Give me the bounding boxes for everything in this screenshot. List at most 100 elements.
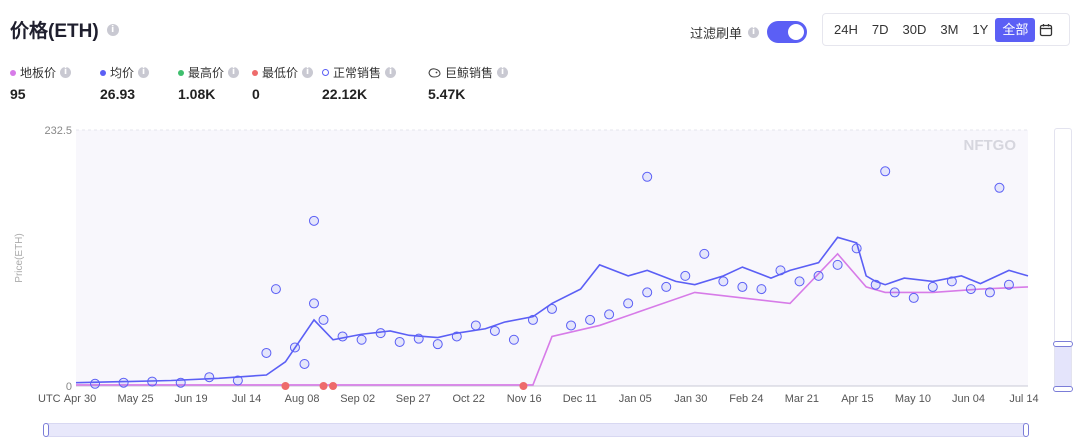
- sale-point: [547, 303, 557, 314]
- sale-point: [756, 284, 767, 295]
- sale-point: [566, 320, 577, 331]
- sale-point: [642, 287, 653, 298]
- stat-4: 正常销售 i 22.12K: [322, 64, 397, 102]
- stat-label: 均价: [110, 66, 135, 80]
- stat-5: 巨鲸销售 i 5.47K: [428, 64, 509, 102]
- calendar-icon[interactable]: [1039, 23, 1053, 37]
- sale-point: [261, 347, 272, 358]
- legend-dot-icon: [100, 69, 106, 76]
- info-icon[interactable]: i: [385, 67, 397, 78]
- x-zoom-handle-left[interactable]: [43, 423, 49, 437]
- filter-toggle[interactable]: [767, 21, 808, 43]
- stat-value: 22.12K: [322, 86, 368, 102]
- info-icon[interactable]: i: [497, 67, 509, 78]
- sale-point: [318, 314, 329, 325]
- min-price-point: [319, 382, 328, 390]
- x-tick-label: Oct 22: [453, 393, 485, 405]
- stat-label: 巨鲸销售: [445, 66, 494, 80]
- x-tick-label: Feb 24: [729, 393, 763, 405]
- sale-point: [946, 276, 957, 287]
- sale-point: [994, 182, 1005, 193]
- sale-point: [375, 328, 386, 339]
- sale-point: [737, 281, 748, 292]
- x-tick-label: Mar 21: [785, 393, 819, 405]
- range-2-button[interactable]: 30D: [902, 21, 927, 37]
- series-line-floor: [76, 252, 1029, 386]
- x-tick-label: Sep 02: [340, 393, 375, 405]
- plot-area: [76, 130, 1028, 386]
- info-icon[interactable]: i: [60, 67, 72, 78]
- y-zoom-scrollbar[interactable]: [1053, 128, 1073, 392]
- stat-value: 95: [10, 86, 26, 102]
- sale-point: [299, 358, 310, 369]
- stat-label: 正常销售: [333, 66, 382, 80]
- y-zoom-handle-top[interactable]: [1053, 341, 1073, 347]
- x-tick-label: Nov 16: [507, 393, 542, 405]
- series-line-average: [75, 236, 1029, 384]
- sale-point: [356, 334, 367, 345]
- sale-point: [880, 166, 891, 177]
- legend-dot-icon: [178, 69, 184, 76]
- sale-point: [413, 333, 424, 344]
- stat-label: 最高价: [188, 66, 225, 80]
- range-4-button[interactable]: 1Y: [972, 21, 989, 37]
- legend-dot-icon: [10, 69, 16, 76]
- stat-value: 26.93: [100, 86, 136, 102]
- legend-dot-icon: [252, 69, 258, 76]
- watermark: NFTGO: [964, 137, 1017, 154]
- x-zoom-handle-right[interactable]: [1023, 423, 1029, 437]
- sale-point: [289, 342, 300, 353]
- y-zoom-thumb[interactable]: [1055, 345, 1071, 391]
- sale-point: [309, 298, 319, 309]
- sale-point: [699, 248, 710, 259]
- y-tick-label: 232.5: [44, 125, 72, 137]
- info-icon[interactable]: i: [748, 26, 760, 38]
- sale-point: [204, 372, 215, 383]
- x-tick-label: Apr 15: [841, 393, 873, 405]
- sale-point: [813, 270, 824, 281]
- page-title: 价格(ETH) i: [10, 16, 119, 43]
- sale-point: [927, 281, 938, 292]
- stat-2: 最高价 i 1.08K: [178, 64, 240, 102]
- sale-point: [470, 320, 481, 331]
- sale-point: [232, 375, 243, 386]
- sale-point: [775, 265, 786, 276]
- x-tick-label: May 10: [895, 393, 931, 405]
- stat-0: 地板价 i 95: [10, 64, 72, 102]
- sale-point: [680, 270, 691, 281]
- range-0-button[interactable]: 24H: [834, 21, 858, 37]
- y-axis-label: Price(ETH): [14, 233, 25, 282]
- x-tick-label: Jan 05: [619, 393, 652, 405]
- stats-row: 地板价 i 95 均价 i 26.93 最高价 i 1.08K 最低价 i 0 正常销售 i 22.12K 巨…: [10, 64, 610, 104]
- sale-point: [851, 243, 862, 254]
- sale-point: [508, 334, 519, 345]
- sale-point: [394, 336, 405, 347]
- page-title-text: 价格(ETH): [10, 21, 99, 42]
- price-chart[interactable]: 232.5 0 Price(ETH) NFTGO UTC Apr 30 May 25 Jun …: [0, 118, 1080, 414]
- info-icon[interactable]: i: [302, 67, 314, 78]
- stat-3: 最低价 i 0: [252, 64, 314, 102]
- sale-point: [604, 309, 615, 320]
- range-3-button[interactable]: 3M: [940, 21, 959, 37]
- x-tick-label: May 25: [117, 393, 153, 405]
- info-icon[interactable]: i: [106, 23, 119, 36]
- sale-point: [965, 284, 976, 295]
- filter-toggle-group: 过滤刷单 i: [690, 21, 808, 43]
- info-icon[interactable]: i: [228, 67, 240, 78]
- sale-point: [661, 281, 672, 292]
- range-5-button[interactable]: 全部: [995, 17, 1036, 42]
- sale-point: [147, 376, 158, 387]
- x-tick-label: Jul 14: [232, 393, 261, 405]
- legend-ring-icon: [322, 69, 329, 76]
- sale-point: [623, 298, 634, 309]
- stat-1: 均价 i 26.93: [100, 64, 150, 102]
- y-zoom-handle-bottom[interactable]: [1053, 386, 1073, 392]
- sale-point: [585, 314, 596, 325]
- x-zoom-scrollbar[interactable]: [43, 423, 1029, 437]
- sale-point: [642, 171, 653, 182]
- x-tick-label: Jan 30: [674, 393, 707, 405]
- info-icon[interactable]: i: [138, 67, 150, 78]
- stat-label: 地板价: [20, 66, 57, 80]
- min-price-point: [329, 382, 338, 390]
- range-1-button[interactable]: 7D: [871, 21, 889, 37]
